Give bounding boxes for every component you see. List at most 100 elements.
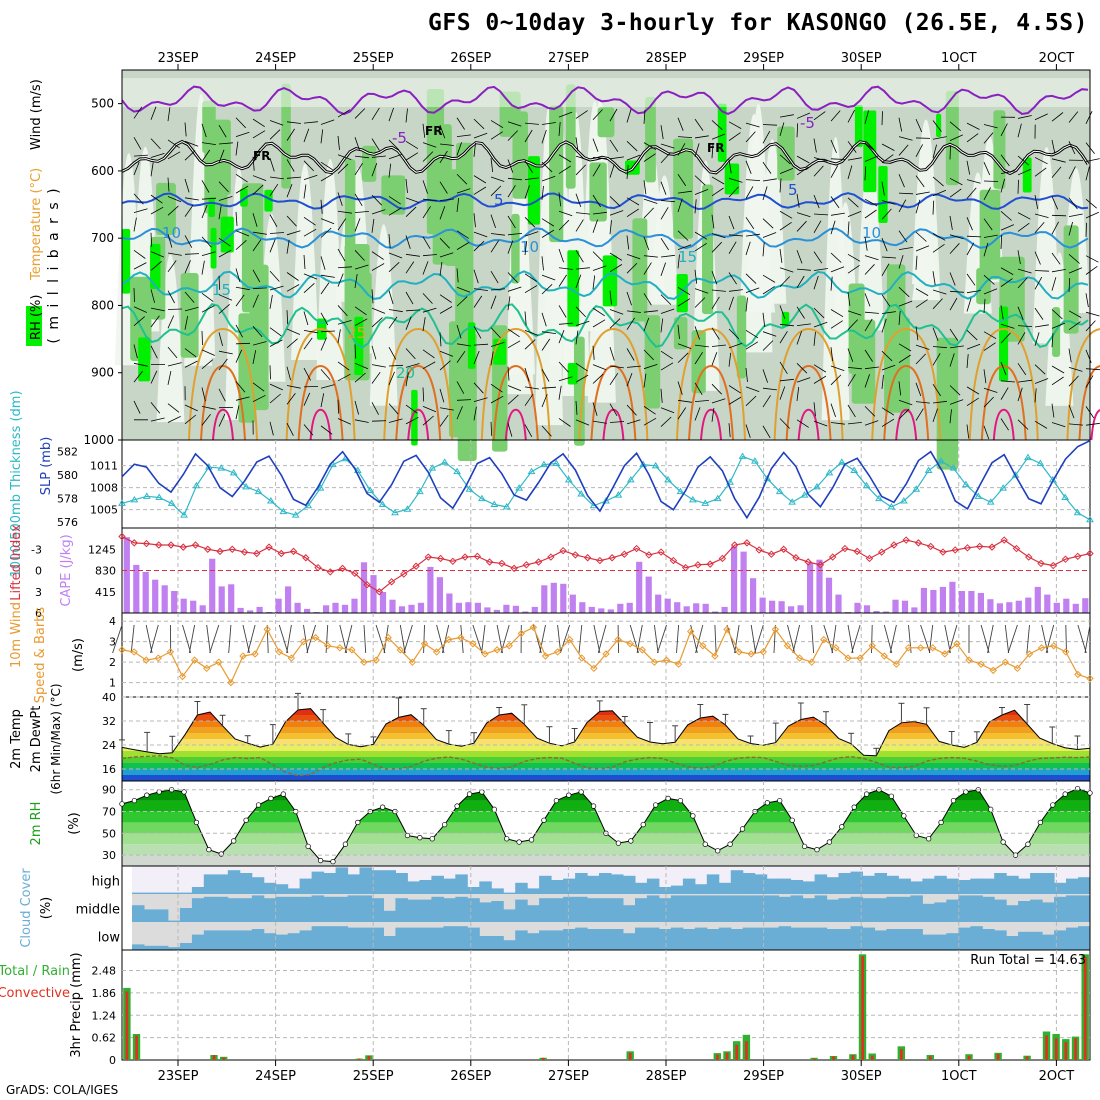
run-total-label: Run Total = 14.63 [970, 953, 1086, 968]
wind-barb [626, 197, 640, 206]
thickness-marker [192, 481, 201, 489]
wind-barb [541, 274, 556, 281]
cloud-cover-bar [778, 926, 792, 950]
isotherm-label: 5 [788, 181, 798, 199]
wind-barb [490, 395, 504, 404]
wind-barb [728, 385, 741, 394]
wind-barb [677, 230, 689, 241]
wind-barb [626, 253, 641, 260]
lifted-index-marker [204, 545, 212, 553]
wind-barb [847, 404, 856, 418]
cape-bar [588, 606, 595, 613]
wind-barb [983, 396, 994, 408]
wind-barb [201, 149, 211, 162]
wind-barb [184, 253, 200, 255]
wind-barb [864, 349, 873, 362]
wind-barb [456, 343, 471, 347]
wind-barb [388, 163, 392, 178]
wind-barb [388, 371, 395, 385]
cape-bar [370, 575, 377, 613]
cloud-cover-bar [1042, 902, 1055, 922]
wind-barb [235, 173, 248, 183]
panel-ylabel-line: (m/s) [71, 638, 86, 672]
wind-barb [507, 366, 510, 381]
wind-barb [303, 184, 307, 199]
temp-band [122, 769, 1090, 775]
cloud-cover-bar [575, 896, 588, 922]
wind-barb [320, 119, 335, 125]
lifted-index-marker [326, 568, 335, 576]
freezing-level-label: FR [425, 124, 442, 138]
wind-barb [643, 349, 654, 361]
wind-barb [575, 212, 590, 215]
wind-barb [184, 260, 191, 274]
wind-barb [286, 284, 300, 292]
wind10-barb [278, 624, 289, 654]
wind-barb [1017, 419, 1029, 430]
cape-bar [503, 604, 510, 613]
wind-barb [507, 233, 522, 236]
wind-barb [490, 131, 503, 140]
wind10-marker [1001, 658, 1010, 666]
cape-bar [987, 599, 994, 613]
wind-barb [235, 294, 245, 307]
wind-barb [150, 315, 160, 328]
wind-barb [541, 393, 548, 408]
wind-barb [507, 121, 522, 127]
wind-barb [558, 418, 571, 427]
cloud-cover-bar [994, 873, 1007, 894]
wind-barb [371, 155, 386, 158]
precip-convective-bar [870, 1055, 874, 1060]
wind-barb [354, 250, 365, 261]
wind-barb [269, 239, 276, 253]
cape-bar [807, 563, 814, 613]
cloud-cover-bar [623, 905, 636, 922]
cloud-cover-bar [275, 934, 289, 950]
wind-barb [405, 291, 414, 305]
wind-barb [320, 227, 332, 238]
wind-barb [337, 109, 351, 118]
cloud-cover-bar [239, 873, 253, 894]
wind-barb [252, 294, 259, 308]
rh-marker [119, 801, 125, 807]
wind10-barb [714, 624, 717, 654]
wind10-barb [112, 624, 123, 654]
wind10-marker [166, 648, 175, 656]
cloud-cover-bar [898, 878, 911, 894]
wind-barb [422, 415, 434, 426]
wind-barb [303, 216, 316, 226]
wind-barb [320, 330, 336, 333]
wind-barb [439, 294, 452, 303]
wind-barb [456, 173, 468, 185]
cape-bar [199, 605, 206, 613]
wind-barb [524, 424, 533, 437]
wind-barb [643, 180, 647, 195]
wind10-marker [130, 648, 138, 656]
wind-barb [728, 328, 740, 340]
wind-barb [898, 381, 902, 396]
cape-bar [693, 603, 700, 613]
wind-barb [507, 185, 516, 198]
cloud-cover-bar [563, 878, 576, 894]
cape-bar [607, 609, 614, 613]
isotherm-label: 15 [678, 248, 697, 266]
thickness-marker [1036, 459, 1045, 466]
rh-marker [442, 821, 448, 828]
rh-marker [677, 797, 684, 804]
lifted-index-marker [522, 561, 531, 569]
wind-barb [643, 198, 658, 204]
wind-barb [337, 248, 346, 262]
wind-barb [201, 251, 216, 257]
lifted-index-marker [571, 551, 580, 559]
wind10-barb [441, 624, 450, 654]
lifted-index-marker [939, 548, 947, 556]
wind-barb [966, 343, 981, 350]
wind-barb [490, 421, 493, 436]
wind-barb [218, 413, 226, 427]
wind-barb [694, 189, 709, 195]
wind-barb [354, 306, 367, 316]
wind-barb [881, 200, 896, 205]
panel-ylabel: Speed & Barbs [33, 607, 48, 704]
wind-barb [677, 190, 692, 194]
cape-bar [788, 606, 795, 613]
